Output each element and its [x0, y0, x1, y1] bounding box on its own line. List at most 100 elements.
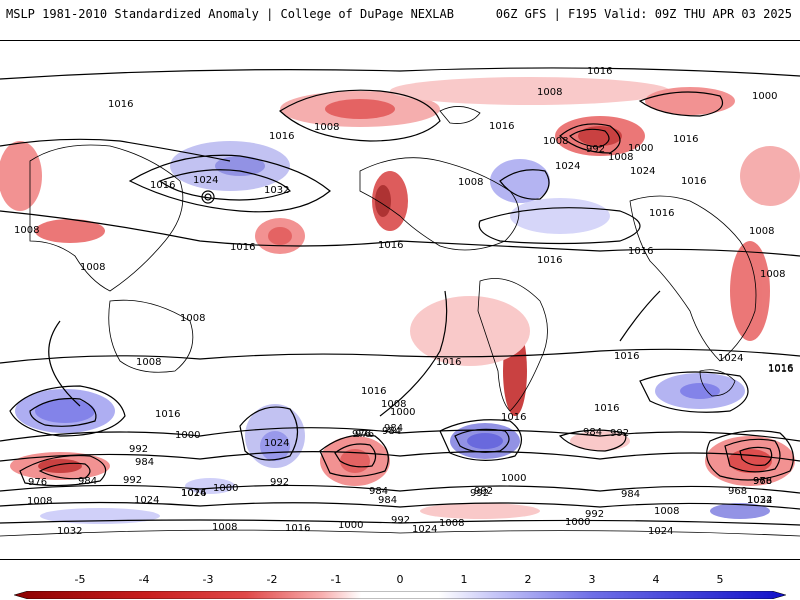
isobar-label: 1016 [537, 255, 562, 266]
isobar-label: 1016 [681, 176, 706, 187]
isobar-label: 976 [753, 476, 772, 487]
isobar-label: 992 [391, 515, 410, 526]
isobar-label: 968 [753, 476, 772, 487]
isobar-label: 968 [728, 486, 747, 497]
isobar-label: 1016 [768, 364, 793, 375]
colorbar-tick: 4 [652, 573, 660, 586]
isobar-label: 1008 [608, 152, 633, 163]
isobar-label: 1008 [439, 518, 464, 529]
isobar-label: 1016 [361, 386, 386, 397]
isobar-label: 1024 [193, 175, 218, 186]
isobar-label: 1008 [760, 269, 785, 280]
colorbar-tick: 1 [460, 573, 468, 586]
colorbar-tick: -2 [266, 573, 278, 586]
pressure-center-label: 992 [586, 144, 605, 155]
isobar-labels: 1016 1016 1008 1000 1016 1008 1016 1024 … [14, 66, 793, 537]
isobar-label: 1016 [673, 134, 698, 145]
isobar-label: 976 [28, 477, 47, 488]
colorbar-tick: -4 [138, 573, 150, 586]
isobar-label: 1016 [181, 488, 206, 499]
colorbar-tick: 3 [588, 573, 596, 586]
isobar-label: 1024 [555, 161, 580, 172]
isobar-label: 976 [352, 429, 371, 440]
isobar-label: 1032 [264, 185, 289, 196]
isobar-label: 992 [470, 488, 489, 499]
isobar-label: 1000 [752, 91, 777, 102]
anomaly-shading [0, 77, 800, 524]
isobar-label: 1008 [27, 496, 52, 507]
anomaly-map: 1016 1016 1008 1000 1016 1008 1016 1024 … [0, 40, 800, 560]
colorbar [14, 591, 786, 599]
isobar-label: 992 [474, 486, 493, 497]
isobar-label: 1008 [314, 122, 339, 133]
isobar-label: 984 [583, 427, 602, 438]
isobar-label: 992 [610, 428, 629, 439]
isobar-label: 1008 [212, 522, 237, 533]
map-title: MSLP 1981-2010 Standardized Anomaly | Co… [6, 7, 454, 21]
isobar-label: 1008 [136, 357, 161, 368]
isobar-label: 1016 [269, 131, 294, 142]
isobar-label: 1008 [749, 226, 774, 237]
isobar-label: 984 [621, 489, 640, 500]
isobar-label: 984 [135, 457, 154, 468]
colorbar-tick: 0 [396, 573, 404, 586]
isobar-label: 1000 [501, 473, 526, 484]
isobar-label: 1024 [747, 495, 772, 506]
isobar-label: 1000 [390, 407, 415, 418]
isobar-label: 984 [384, 423, 403, 434]
isobar-label: 1016 [628, 246, 653, 257]
isobar-label: 1024 [648, 526, 673, 537]
isobar-label: 1016 [108, 99, 133, 110]
colorbar-tick: 2 [524, 573, 532, 586]
isobar-label: 992 [585, 509, 604, 520]
isobar-label: 1016 [614, 351, 639, 362]
colorbar-tick: 5 [716, 573, 724, 586]
isobar-label: 1016 [587, 66, 612, 77]
colorbar-tick: -3 [202, 573, 214, 586]
isobar-label: 1032 [57, 526, 82, 537]
isobars [0, 67, 800, 526]
isobar-label: 984 [369, 486, 388, 497]
isobar-label: 1024 [412, 524, 437, 535]
isobar-label: 992 [129, 444, 148, 455]
map-canvas: 1016 1016 1008 1000 1016 1008 1016 1024 … [0, 66, 800, 537]
isobar-label: 1016 [378, 240, 403, 251]
isobar-label: 1024 [630, 166, 655, 177]
isobar-label: 1008 [180, 313, 205, 324]
isobar-label: 1008 [654, 506, 679, 517]
model-run-info: 06Z GFS | F195 Valid: 09Z THU APR 03 202… [495, 7, 792, 21]
isobar-label: 992 [270, 477, 289, 488]
isobar-label: 984 [78, 476, 97, 487]
isobar-label: 1016 [594, 403, 619, 414]
isobar-label: 1008 [537, 87, 562, 98]
isobar-label: 1016 [501, 412, 526, 423]
colorbar-tick-labels: -5 -4 -3 -2 -1 0 1 2 3 4 5 [0, 573, 800, 587]
isobar-label: 1024 [264, 438, 289, 449]
isobar-label: 1016 [285, 523, 310, 534]
isobar-label: 1024 [181, 488, 206, 499]
isobar-label: 984 [378, 495, 397, 506]
isobar-label: 1000 [338, 520, 363, 531]
isobar-label: 1008 [543, 136, 568, 147]
isobar-label: 1008 [458, 177, 483, 188]
isobar-label: 1000 [628, 143, 653, 154]
isobar-label: 1016 [768, 363, 793, 374]
isobar-label: 1016 [489, 121, 514, 132]
isobar-label: 976 [355, 429, 374, 440]
isobar-label: 1032 [747, 495, 772, 506]
isobar-label: 1024 [718, 353, 743, 364]
isobar-label: 1024 [134, 495, 159, 506]
isobar-label: 992 [123, 475, 142, 486]
coastlines [0, 106, 800, 537]
isobar-label: 1000 [213, 483, 238, 494]
isobar-label: 1008 [80, 262, 105, 273]
isobar-label: 1008 [14, 225, 39, 236]
isobar-label: 984 [382, 426, 401, 437]
isobar-label: 1008 [381, 399, 406, 410]
isobar-label: 1000 [175, 430, 200, 441]
isobar-label: 1016 [649, 208, 674, 219]
isobar-label: 1016 [230, 242, 255, 253]
colorbar-tick: -5 [74, 573, 86, 586]
isobar-label: 1016 [155, 409, 180, 420]
colorbar-tick: -1 [330, 573, 342, 586]
